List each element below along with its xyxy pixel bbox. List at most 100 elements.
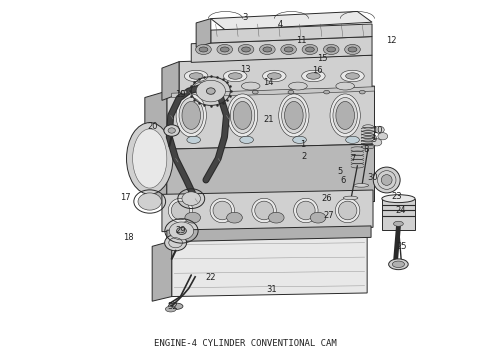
Ellipse shape xyxy=(289,82,307,90)
Ellipse shape xyxy=(168,198,193,223)
Polygon shape xyxy=(172,237,367,297)
Text: 3: 3 xyxy=(243,13,247,22)
Text: 13: 13 xyxy=(240,65,250,74)
Ellipse shape xyxy=(238,44,254,54)
Ellipse shape xyxy=(393,221,403,226)
Ellipse shape xyxy=(220,47,229,52)
Ellipse shape xyxy=(293,136,306,143)
Ellipse shape xyxy=(194,82,213,90)
Ellipse shape xyxy=(240,136,253,143)
Text: 1: 1 xyxy=(300,140,305,149)
Ellipse shape xyxy=(327,47,336,52)
Ellipse shape xyxy=(268,73,281,79)
Ellipse shape xyxy=(338,201,357,220)
Text: 12: 12 xyxy=(386,36,397,45)
Polygon shape xyxy=(382,199,415,230)
Ellipse shape xyxy=(263,70,286,82)
Ellipse shape xyxy=(179,98,203,134)
Ellipse shape xyxy=(382,195,415,203)
Text: 6: 6 xyxy=(340,176,345,185)
Ellipse shape xyxy=(181,90,187,94)
Ellipse shape xyxy=(187,136,200,143)
Text: 15: 15 xyxy=(317,54,327,63)
Text: 29: 29 xyxy=(175,226,186,235)
Ellipse shape xyxy=(233,102,252,130)
Ellipse shape xyxy=(176,94,206,137)
Ellipse shape xyxy=(294,198,318,223)
Ellipse shape xyxy=(164,125,179,136)
Ellipse shape xyxy=(323,44,339,54)
Ellipse shape xyxy=(217,44,233,54)
Text: 11: 11 xyxy=(296,36,306,45)
Ellipse shape xyxy=(213,201,232,220)
Ellipse shape xyxy=(333,98,357,134)
Ellipse shape xyxy=(168,303,183,310)
Text: ENGINE-4 CYLINDER CONVENTIONAL CAM: ENGINE-4 CYLINDER CONVENTIONAL CAM xyxy=(154,339,336,348)
Text: 7: 7 xyxy=(350,154,355,163)
Ellipse shape xyxy=(260,44,275,54)
Text: 5: 5 xyxy=(338,167,343,176)
Ellipse shape xyxy=(282,98,306,134)
Polygon shape xyxy=(196,19,211,47)
Text: 30: 30 xyxy=(368,173,378,182)
Ellipse shape xyxy=(344,44,360,54)
Text: 23: 23 xyxy=(391,192,402,201)
Polygon shape xyxy=(191,37,372,62)
Text: 16: 16 xyxy=(312,66,322,75)
Text: 9: 9 xyxy=(372,135,377,144)
Ellipse shape xyxy=(373,167,400,193)
Ellipse shape xyxy=(345,136,359,143)
Ellipse shape xyxy=(199,47,208,52)
Ellipse shape xyxy=(189,73,203,79)
Text: 19: 19 xyxy=(175,90,186,99)
Ellipse shape xyxy=(354,184,368,187)
Polygon shape xyxy=(167,197,374,207)
Ellipse shape xyxy=(284,47,293,52)
Ellipse shape xyxy=(343,196,358,200)
Ellipse shape xyxy=(330,94,360,137)
Ellipse shape xyxy=(168,128,175,133)
Ellipse shape xyxy=(392,261,405,267)
Ellipse shape xyxy=(165,235,187,251)
Ellipse shape xyxy=(252,198,276,223)
Polygon shape xyxy=(162,190,373,231)
Ellipse shape xyxy=(363,125,373,129)
Polygon shape xyxy=(162,62,179,100)
Text: 8: 8 xyxy=(364,145,369,154)
Polygon shape xyxy=(167,86,374,149)
Polygon shape xyxy=(167,226,371,242)
Ellipse shape xyxy=(296,201,315,220)
Text: 24: 24 xyxy=(395,206,406,215)
Ellipse shape xyxy=(182,102,200,130)
Ellipse shape xyxy=(362,145,374,149)
Ellipse shape xyxy=(348,47,357,52)
Ellipse shape xyxy=(185,212,200,223)
Ellipse shape xyxy=(381,175,392,185)
Ellipse shape xyxy=(255,201,273,220)
Ellipse shape xyxy=(288,90,294,94)
Ellipse shape xyxy=(335,198,360,223)
Ellipse shape xyxy=(263,47,272,52)
Ellipse shape xyxy=(336,82,354,90)
Text: 17: 17 xyxy=(120,193,131,202)
Polygon shape xyxy=(172,87,374,98)
Text: 25: 25 xyxy=(396,242,407,251)
Text: 10: 10 xyxy=(372,126,382,135)
Text: 31: 31 xyxy=(267,285,277,294)
Ellipse shape xyxy=(281,44,296,54)
Polygon shape xyxy=(179,55,372,94)
Polygon shape xyxy=(211,24,372,43)
Ellipse shape xyxy=(171,201,190,220)
Text: 21: 21 xyxy=(263,115,274,124)
Ellipse shape xyxy=(138,193,161,210)
Ellipse shape xyxy=(126,123,173,194)
Text: 4: 4 xyxy=(277,19,283,28)
Ellipse shape xyxy=(165,306,176,312)
Ellipse shape xyxy=(285,102,303,130)
Text: 18: 18 xyxy=(123,233,134,242)
Ellipse shape xyxy=(252,90,258,94)
Polygon shape xyxy=(145,91,167,208)
Ellipse shape xyxy=(307,73,320,79)
Ellipse shape xyxy=(310,212,326,223)
Ellipse shape xyxy=(302,44,318,54)
